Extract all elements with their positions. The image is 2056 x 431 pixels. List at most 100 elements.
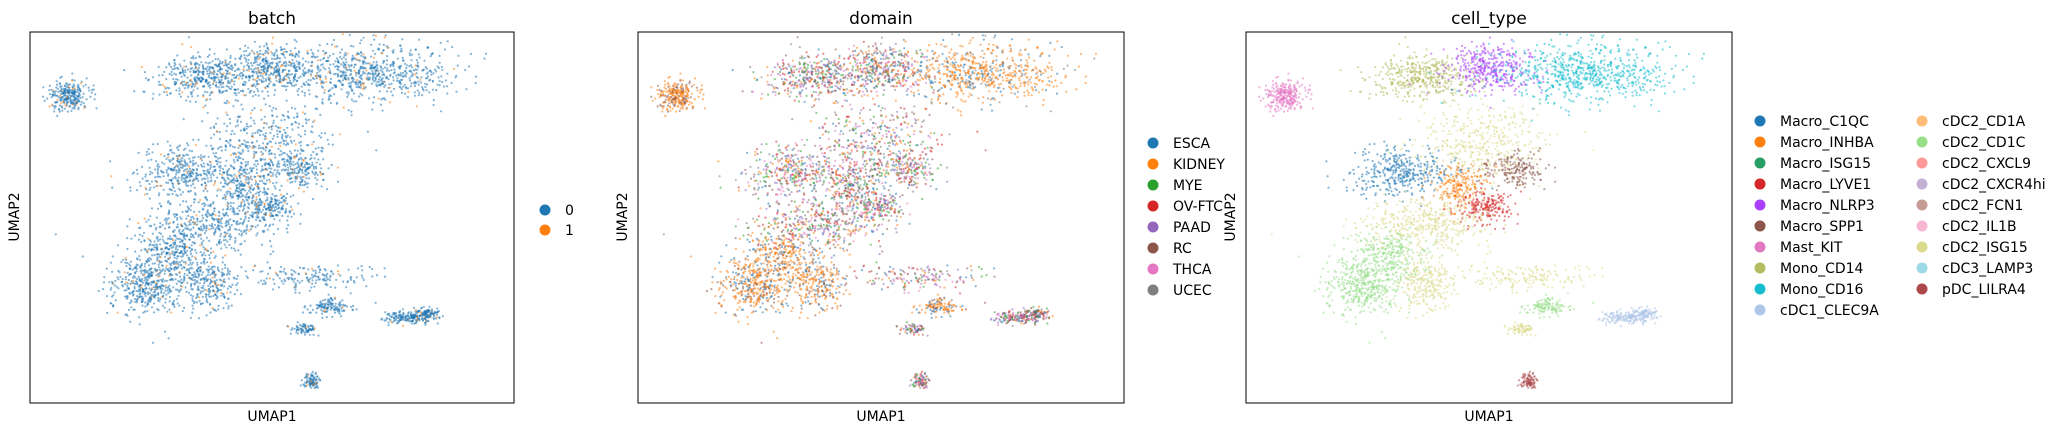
scatter-point	[219, 83, 222, 87]
scatter-point	[415, 75, 418, 78]
scatter-point	[419, 311, 423, 314]
scatter-point	[201, 64, 204, 67]
scatter-point	[176, 157, 179, 160]
panel-title: batch	[248, 9, 296, 29]
scatter-point	[400, 47, 403, 50]
scatter-point	[297, 158, 300, 161]
scatter-point	[212, 73, 215, 76]
scatter-point	[382, 72, 385, 75]
scatter-point	[285, 192, 289, 195]
scatter-point	[145, 271, 149, 274]
scatter-point	[246, 168, 249, 171]
scatter-point	[390, 69, 393, 72]
scatter-point	[244, 94, 247, 97]
scatter-point	[256, 131, 259, 134]
scatter-point	[228, 285, 231, 288]
scatter-point	[141, 234, 144, 237]
scatter-point	[152, 143, 155, 146]
scatter-point	[190, 57, 193, 60]
scatter-point	[203, 172, 206, 175]
scatter-point	[314, 147, 317, 150]
scatter-point	[195, 79, 198, 82]
scatter-point	[221, 226, 224, 229]
scatter-point	[72, 102, 75, 105]
scatter-point	[212, 227, 215, 230]
scatter-point	[230, 196, 233, 199]
scatter-point	[240, 162, 243, 165]
scatter-point	[339, 133, 342, 136]
scatter-point	[154, 288, 157, 291]
scatter-point	[239, 89, 242, 93]
scatter-point	[435, 316, 438, 319]
scatter-point	[87, 86, 90, 89]
scatter-point	[271, 193, 274, 196]
scatter-point	[164, 242, 167, 245]
scatter-point	[183, 272, 186, 275]
scatter-point	[305, 119, 308, 122]
scatter-point	[325, 276, 328, 279]
scatter-point	[61, 109, 64, 112]
scatter-point	[178, 161, 181, 164]
scatter-point	[184, 69, 187, 72]
scatter-point	[402, 312, 405, 315]
scatter-point	[157, 163, 160, 166]
scatter-point	[272, 119, 275, 122]
scatter-point	[156, 235, 159, 238]
scatter-point	[301, 90, 304, 93]
scatter-point	[149, 186, 152, 189]
scatter-point	[211, 285, 214, 288]
scatter-point	[263, 138, 266, 141]
scatter-point	[375, 83, 378, 86]
scatter-point	[138, 258, 141, 261]
scatter-point	[398, 67, 401, 70]
scatter-point	[187, 95, 190, 98]
scatter-point	[357, 71, 360, 74]
scatter-point	[165, 222, 168, 225]
scatter-point	[392, 60, 395, 64]
scatter-point	[192, 138, 195, 141]
scatter-point	[238, 233, 241, 236]
scatter-point	[209, 83, 212, 87]
scatter-point	[297, 164, 300, 167]
scatter-point	[249, 228, 253, 231]
scatter-point	[157, 65, 160, 69]
scatter-point	[226, 240, 229, 243]
scatter-point	[204, 254, 207, 257]
scatter-point	[135, 263, 138, 266]
scatter-point	[213, 256, 216, 259]
scatter-point	[252, 156, 255, 159]
scatter-point	[340, 75, 343, 79]
scatter-point	[373, 38, 376, 41]
scatter-point	[331, 86, 334, 90]
scatter-point	[428, 310, 431, 313]
scatter-point	[236, 289, 239, 292]
scatter-point	[165, 157, 168, 160]
scatter-point	[174, 166, 177, 169]
scatter-point	[438, 80, 441, 83]
scatter-point	[179, 280, 182, 283]
scatter-point	[284, 169, 287, 172]
scatter-point	[254, 131, 257, 135]
scatter-point	[228, 270, 232, 273]
scatter-point	[157, 292, 160, 295]
scatter-point	[205, 279, 208, 282]
scatter-point	[217, 224, 220, 227]
scatter-point	[278, 165, 281, 168]
scatter-point	[209, 167, 212, 171]
scatter-point	[319, 58, 322, 62]
scatter-point	[220, 222, 223, 225]
scatter-point	[226, 77, 229, 80]
scatter-point	[379, 83, 382, 86]
scatter-point	[340, 88, 343, 91]
scatter-point	[254, 201, 257, 204]
scatter-point	[195, 276, 198, 279]
scatter-point	[237, 249, 240, 252]
scatter-point	[239, 189, 242, 192]
scatter-point	[307, 268, 310, 271]
scatter-point	[205, 300, 208, 303]
scatter-point	[191, 304, 194, 307]
scatter-point	[277, 147, 280, 150]
scatter-point	[182, 177, 185, 180]
scatter-point	[251, 109, 254, 112]
scatter-point	[404, 70, 407, 73]
